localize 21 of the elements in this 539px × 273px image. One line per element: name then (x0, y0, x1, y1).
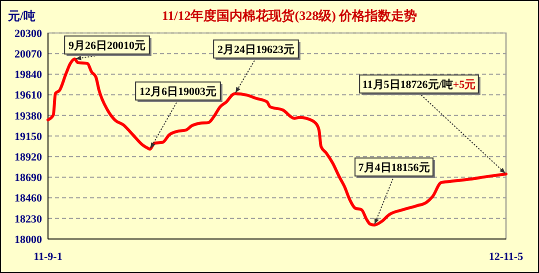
y-tick-label: 20300 (14, 28, 42, 40)
annotation: 12月6日19003元 (140, 86, 216, 98)
chart-title: 11/12年度国内棉花现货(328级) 价格指数走势 (162, 8, 418, 23)
y-tick-label: 19610 (14, 90, 42, 102)
y-tick-label: 18920 (14, 151, 42, 164)
y-tick-label: 18460 (14, 192, 42, 205)
annotation: 11月5日18726元/吨+5元 (362, 78, 476, 91)
annotation: 7月4日18156元 (358, 162, 430, 174)
x-tick-label: 12-11-5 (488, 251, 524, 263)
y-tick-label: 19380 (14, 110, 42, 122)
y-tick-label: 18000 (14, 234, 42, 246)
y-tick-label: 19840 (14, 69, 42, 82)
y-axis-title: 元/吨 (7, 9, 36, 23)
y-tick-label: 19150 (14, 130, 42, 143)
annotation: 2月24日19623元 (218, 44, 294, 56)
line-series (46, 57, 508, 227)
x-tick-label: 11-9-1 (34, 251, 62, 263)
y-tick-label: 20070 (14, 48, 42, 60)
y-tick-label: 18230 (14, 213, 42, 226)
y-tick-label: 18690 (14, 172, 42, 184)
annotation: 9月26日20010元 (68, 40, 146, 52)
